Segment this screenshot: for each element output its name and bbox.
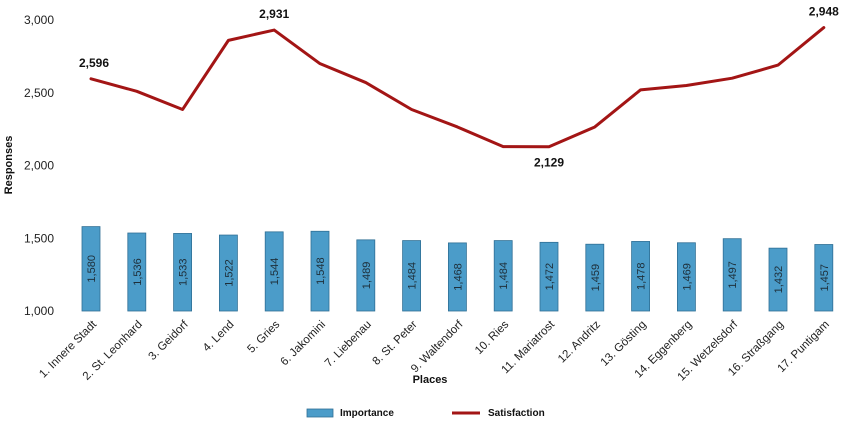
satisfaction-value-label: 2,931 xyxy=(259,7,289,21)
bar-value-label: 1,432 xyxy=(773,266,785,294)
bar-importance xyxy=(173,233,193,312)
y-tick-label: 1,500 xyxy=(24,231,54,245)
x-tick-label: 13. Gösting xyxy=(599,319,649,369)
bar-value-label: 1,536 xyxy=(132,258,144,286)
satisfaction-data-labels: 2,596 2,931 2,129 2,948 xyxy=(79,5,839,170)
legend-importance-label: Importance xyxy=(340,408,394,419)
legend: Importance Satisfaction xyxy=(306,408,545,419)
bar-value-label: 1,472 xyxy=(544,263,556,291)
bar-importance xyxy=(310,230,330,312)
y-tick-label: 3,000 xyxy=(24,13,54,27)
bar-importance xyxy=(127,232,147,312)
x-tick-label: 12. Andritz xyxy=(556,318,603,365)
y-tick-label: 1,000 xyxy=(24,304,54,318)
bar-value-label: 1,478 xyxy=(636,262,648,290)
bar-importance xyxy=(677,242,696,312)
y-tick-label: 2,500 xyxy=(24,86,54,100)
bar-importance xyxy=(814,244,834,312)
bar-value-label: 1,522 xyxy=(223,259,235,287)
bar-value-label: 1,580 xyxy=(86,255,98,283)
x-tick-label: 3. Geidorf xyxy=(147,318,192,363)
bar-value-label: 1,544 xyxy=(269,258,281,286)
bar-value-label: 1,459 xyxy=(590,264,602,292)
y-tick-label: 2,000 xyxy=(24,159,54,173)
x-axis-label: Places xyxy=(413,374,448,386)
bar-importance xyxy=(722,238,742,312)
x-tick-label: 10. Ries xyxy=(473,318,511,356)
bar-importance xyxy=(585,243,605,312)
x-tick-label: 7. Liebenau xyxy=(323,319,374,370)
bar-importance xyxy=(768,247,788,312)
bar-value-label: 1,469 xyxy=(681,263,693,291)
legend-importance-swatch xyxy=(306,408,334,418)
bar-value-label: 1,489 xyxy=(361,262,373,290)
x-tick-label: 8. St. Peter xyxy=(371,319,420,368)
bar-value-label: 1,497 xyxy=(727,261,739,289)
x-tick-label: 4. Lend xyxy=(201,319,237,355)
bar-value-label: 1,468 xyxy=(452,263,464,291)
importance-bar-labels: 1,580 1,536 1,533 1,522 1,544 1,548 1,489 1,484… xyxy=(86,255,831,293)
bar-value-label: 1,548 xyxy=(315,257,327,285)
bar-importance xyxy=(264,231,284,312)
bar-importance xyxy=(631,241,650,312)
x-tick-label: 5. Gries xyxy=(245,318,282,355)
bar-importance xyxy=(447,242,467,312)
bar-importance xyxy=(493,240,513,312)
bar-value-label: 1,533 xyxy=(178,258,190,286)
satisfaction-line-group xyxy=(89,26,826,149)
x-tick-label: 6. Jakomini xyxy=(279,319,329,369)
bar-value-label: 1,457 xyxy=(819,264,831,292)
importance-bars xyxy=(81,226,834,312)
y-axis-label: Responses xyxy=(3,136,15,195)
bar-value-label: 1,484 xyxy=(407,262,419,290)
bar-importance xyxy=(81,226,101,312)
bar-importance xyxy=(402,240,422,312)
satisfaction-line xyxy=(89,26,826,149)
satisfaction-value-label: 2,596 xyxy=(79,56,109,70)
satisfaction-value-label: 2,948 xyxy=(809,5,839,19)
bar-importance xyxy=(218,234,238,312)
bar-value-label: 1,484 xyxy=(498,262,510,290)
bar-importance xyxy=(539,241,559,312)
legend-satisfaction-label: Satisfaction xyxy=(488,408,545,419)
bar-importance xyxy=(356,239,376,312)
y-axis-ticks: 1,000 1,500 2,000 2,500 3,000 xyxy=(24,13,54,318)
satisfaction-value-label: 2,129 xyxy=(534,156,564,170)
